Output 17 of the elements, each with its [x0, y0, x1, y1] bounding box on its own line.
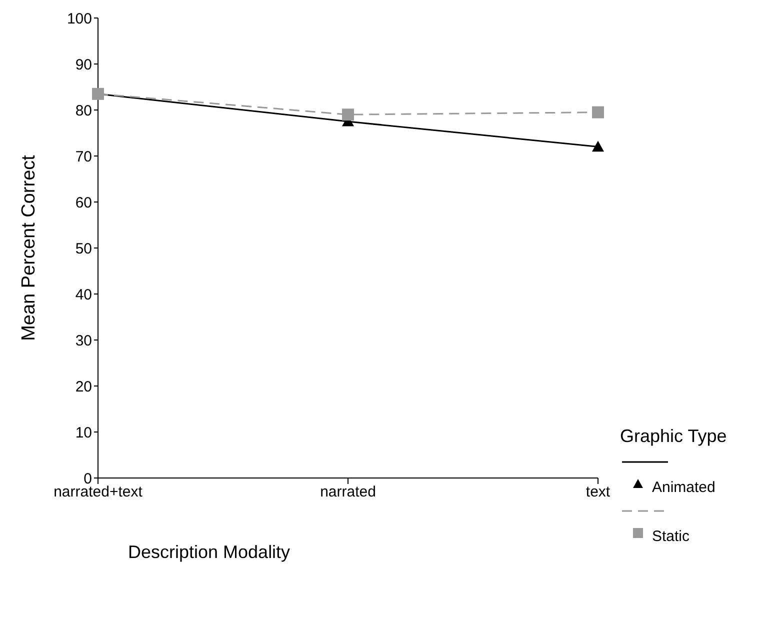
y-tick-label: 30: [75, 332, 92, 350]
y-tick-label: 50: [75, 240, 92, 258]
x-tick-label: text: [586, 484, 611, 501]
y-tick-label: 40: [75, 286, 92, 304]
x-tick-label: narrated: [320, 484, 376, 501]
y-tick-label: 90: [75, 56, 92, 74]
y-tick-label: 10: [75, 424, 92, 442]
y-tick-label: 100: [66, 10, 92, 28]
legend-label: Static: [652, 528, 690, 545]
y-tick-label: 80: [75, 102, 92, 120]
legend-label: Animated: [652, 479, 716, 496]
x-axis-title: Description Modality: [128, 542, 290, 562]
y-axis-title: Mean Percent Correct: [18, 154, 40, 341]
y-tick-label: 20: [75, 378, 92, 396]
y-tick-label: 70: [75, 148, 92, 166]
y-tick-label: 60: [75, 194, 92, 212]
legend-title: Graphic Type: [620, 426, 727, 447]
